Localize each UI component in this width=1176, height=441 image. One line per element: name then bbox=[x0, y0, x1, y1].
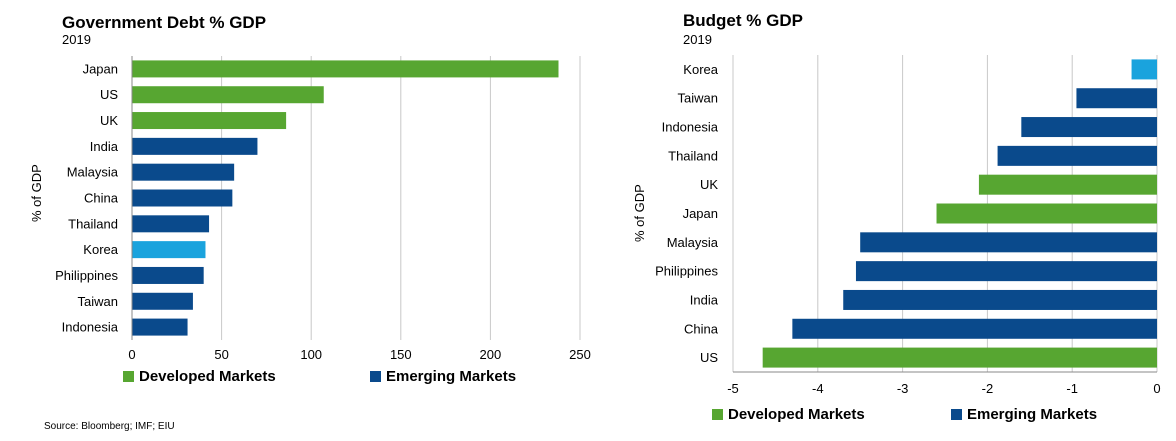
legend-label: Emerging Markets bbox=[386, 368, 517, 385]
budget-category-label: China bbox=[684, 321, 719, 336]
budget-category-label: Philippines bbox=[655, 264, 718, 279]
debt-category-label: Philippines bbox=[55, 268, 118, 283]
budget-bar-japan bbox=[936, 203, 1157, 224]
debt-category-label: Malaysia bbox=[67, 165, 119, 180]
budget-chart-subtitle: 2019 bbox=[683, 32, 712, 47]
debt-x-tick-label: 200 bbox=[480, 347, 502, 362]
legend-swatch-emerging bbox=[951, 409, 962, 420]
budget-bar-uk bbox=[978, 174, 1157, 195]
budget-x-tick-label: -5 bbox=[727, 381, 739, 396]
debt-bar-indonesia bbox=[132, 318, 188, 336]
debt-category-label: Korea bbox=[83, 242, 118, 257]
budget-x-tick-label: -2 bbox=[982, 381, 994, 396]
debt-bar-taiwan bbox=[132, 292, 193, 310]
debt-legend-developed: Developed Markets bbox=[123, 368, 276, 385]
budget-bar-india bbox=[843, 289, 1157, 310]
budget-bar-thailand bbox=[997, 145, 1157, 166]
budget-bar-indonesia bbox=[1021, 117, 1157, 138]
debt-category-label: Indonesia bbox=[62, 320, 119, 335]
budget-bar-china bbox=[792, 318, 1157, 339]
source-note: Source: Bloomberg; IMF; EIU bbox=[44, 421, 175, 432]
debt-category-label: Japan bbox=[83, 61, 118, 76]
debt-x-tick-label: 150 bbox=[390, 347, 412, 362]
budget-category-label: Indonesia bbox=[662, 120, 719, 135]
budget-legend-developed: Developed Markets bbox=[712, 406, 865, 423]
debt-category-label: Taiwan bbox=[78, 294, 118, 309]
debt-bar-malaysia bbox=[132, 163, 235, 181]
budget-category-label: Thailand bbox=[668, 148, 718, 163]
budget-bar-us bbox=[762, 347, 1157, 368]
budget-category-label: UK bbox=[700, 177, 718, 192]
debt-category-label: UK bbox=[100, 113, 118, 128]
budget-legend-emerging: Emerging Markets bbox=[951, 406, 1097, 423]
budget-bar-korea bbox=[1131, 59, 1157, 80]
debt-bar-thailand bbox=[132, 215, 210, 233]
debt-category-label: China bbox=[84, 191, 119, 206]
legend-swatch-developed bbox=[712, 409, 723, 420]
budget-category-label: Malaysia bbox=[667, 235, 719, 250]
legend-label: Developed Markets bbox=[139, 368, 276, 385]
debt-bar-japan bbox=[132, 60, 559, 78]
debt-bar-india bbox=[132, 137, 258, 155]
budget-bar-taiwan bbox=[1076, 88, 1157, 109]
debt-bar-philippines bbox=[132, 266, 204, 284]
debt-x-tick-label: 250 bbox=[569, 347, 591, 362]
debt-x-tick-label: 50 bbox=[214, 347, 228, 362]
budget-x-tick-label: -3 bbox=[897, 381, 909, 396]
legend-swatch-developed bbox=[123, 371, 134, 382]
debt-legend-emerging: Emerging Markets bbox=[370, 368, 516, 385]
debt-bar-china bbox=[132, 189, 233, 207]
debt-bar-korea bbox=[132, 241, 206, 259]
budget-category-label: Korea bbox=[683, 62, 718, 77]
budget-x-tick-label: 0 bbox=[1153, 381, 1160, 396]
debt-chart-title: Government Debt % GDP bbox=[62, 13, 267, 32]
budget-category-label: US bbox=[700, 350, 718, 365]
debt-category-label: India bbox=[90, 139, 119, 154]
debt-bar-uk bbox=[132, 112, 287, 130]
debt-bar-us bbox=[132, 86, 324, 104]
debt-x-tick-label: 0 bbox=[128, 347, 135, 362]
budget-x-tick-label: -4 bbox=[812, 381, 824, 396]
budget-chart-title: Budget % GDP bbox=[683, 11, 803, 30]
legend-label: Developed Markets bbox=[728, 406, 865, 423]
debt-category-label: Thailand bbox=[68, 216, 118, 231]
budget-category-label: India bbox=[690, 292, 719, 307]
budget-category-label: Japan bbox=[683, 206, 718, 221]
legend-label: Emerging Markets bbox=[967, 406, 1098, 423]
budget-bar-philippines bbox=[855, 261, 1157, 282]
debt-x-tick-label: 100 bbox=[300, 347, 322, 362]
debt-category-label: US bbox=[100, 87, 118, 102]
budget-x-tick-label: -1 bbox=[1066, 381, 1078, 396]
budget-bar-malaysia bbox=[860, 232, 1157, 253]
debt-chart-subtitle: 2019 bbox=[62, 32, 91, 47]
budget-category-label: Taiwan bbox=[678, 91, 718, 106]
legend-swatch-emerging bbox=[370, 371, 381, 382]
